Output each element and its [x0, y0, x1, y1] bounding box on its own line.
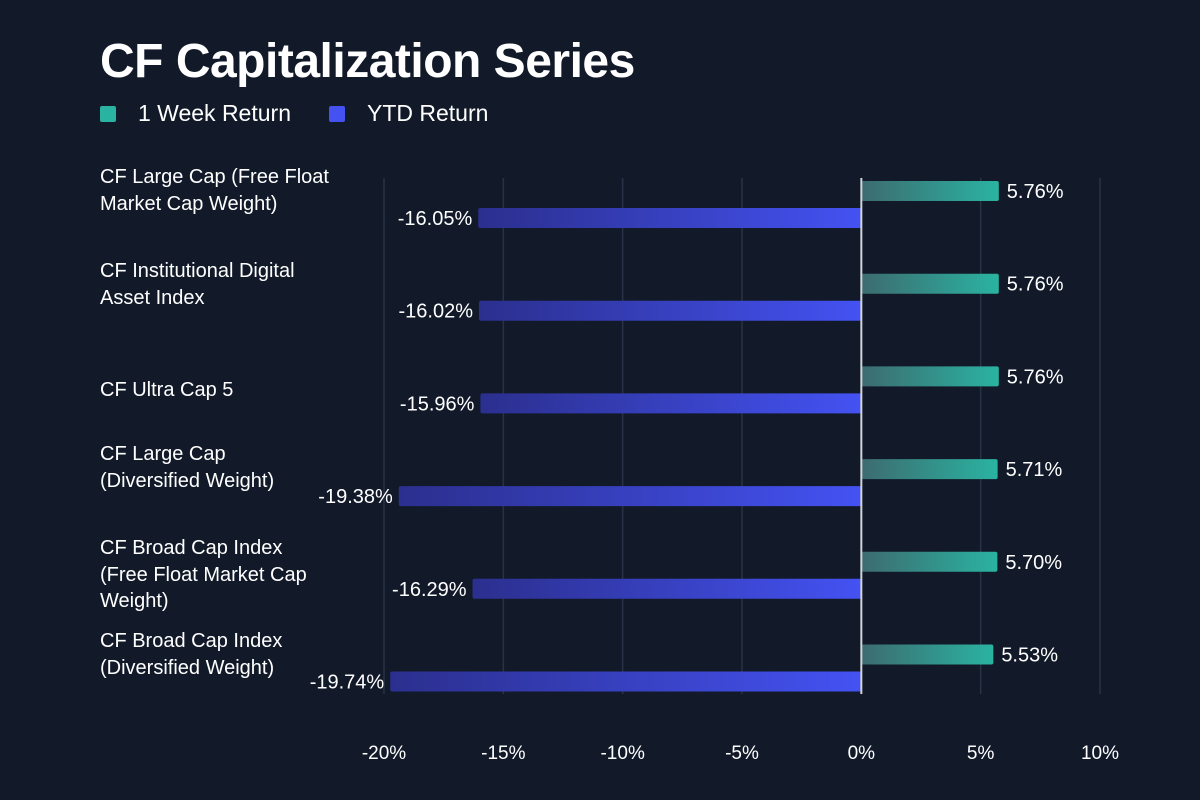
legend-swatch-ytd — [328, 105, 345, 122]
bar-1-week-return — [861, 366, 999, 387]
category-label: CF Broad Cap Index (Diversified Weight) — [100, 630, 283, 679]
legend-item-week: 1 Week Return — [100, 100, 291, 127]
data-label-1-week-return: 5.76% — [1007, 181, 1064, 203]
bar-ytd-return — [478, 208, 862, 228]
data-label-1-week-return: 5.70% — [1005, 552, 1062, 574]
legend-label-week: 1 Week Return — [138, 100, 291, 126]
data-label-ytd-return: -19.38% — [318, 486, 393, 508]
bar-1-week-return — [861, 181, 999, 201]
bar-ytd-return — [390, 671, 862, 692]
data-label-ytd-return: -16.05% — [398, 208, 473, 230]
data-label-1-week-return: 5.71% — [1006, 459, 1063, 481]
bar-ytd-return — [398, 486, 862, 507]
x-tick-label: -20% — [362, 743, 406, 764]
x-tick-label: -10% — [600, 743, 644, 764]
data-label-ytd-return: -19.74% — [310, 672, 385, 694]
legend: 1 Week Return YTD Return — [100, 100, 488, 127]
category-label: CF Large Cap (Free Float Market Cap Weig… — [100, 166, 329, 215]
bar-ytd-return — [478, 300, 862, 321]
x-tick-label: 0% — [848, 743, 876, 764]
bar-ytd-return — [472, 578, 862, 599]
legend-label-ytd: YTD Return — [366, 100, 489, 126]
legend-swatch-week — [100, 105, 116, 122]
bar-ytd-return — [480, 393, 862, 414]
x-tick-label: -5% — [725, 743, 759, 764]
x-tick-label: 10% — [1081, 743, 1119, 764]
data-label-1-week-return: 5.76% — [1007, 366, 1064, 388]
x-tick-label: -15% — [481, 743, 525, 764]
data-label-ytd-return: -15.96% — [400, 393, 475, 415]
data-label-ytd-return: -16.02% — [398, 301, 473, 323]
bar-1-week-return — [861, 644, 994, 665]
legend-item-ytd: YTD Return — [328, 100, 489, 127]
chart-title: CF Capitalization Series — [100, 35, 635, 88]
data-label-1-week-return: 5.53% — [1001, 645, 1058, 667]
bar-1-week-return — [861, 459, 998, 480]
bar-1-week-return — [861, 273, 999, 294]
data-label-1-week-return: 5.76% — [1007, 274, 1064, 296]
x-tick-label: 5% — [967, 743, 995, 764]
bar-1-week-return — [861, 551, 998, 572]
category-label: CF Broad Cap Index (Free Float Market Ca… — [100, 537, 307, 612]
category-label: CF Institutional Digital Asset Index — [100, 260, 295, 309]
category-label: CF Large Cap (Diversified Weight) — [100, 443, 275, 492]
category-label: CF Ultra Cap 5 — [100, 379, 234, 401]
data-label-ytd-return: -16.29% — [392, 579, 467, 601]
